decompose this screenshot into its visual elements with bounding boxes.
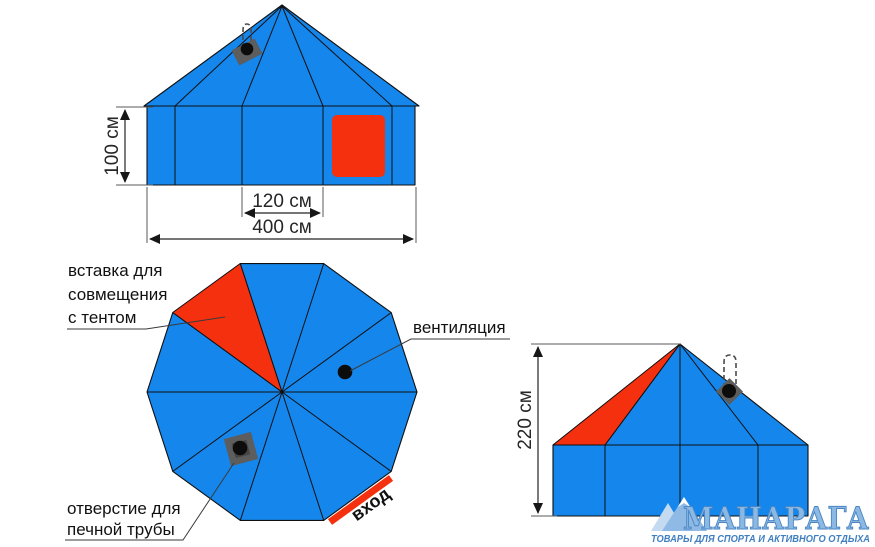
- stove-callout: отверстие для печной трубы: [65, 462, 235, 541]
- seam-line: [679, 343, 759, 446]
- stove-opening-icon: [223, 431, 259, 467]
- entrance-strip: [327, 475, 394, 525]
- seam-line: [281, 391, 392, 472]
- front-height-dimension: 100 см: [102, 106, 153, 186]
- front-height-value: 100 см: [102, 116, 123, 176]
- front-roof-seams: [174, 5, 393, 107]
- seam-line: [174, 5, 283, 107]
- brand-logo: МАНАРАГА ТОВАРЫ ДЛЯ СПОРТА И АКТИВНОГО О…: [651, 497, 870, 545]
- mountain-snow-cap: [678, 497, 690, 507]
- seam-line: [281, 5, 393, 107]
- front-door-value: 120 см: [252, 191, 312, 212]
- top-radial-seams: [147, 263, 417, 521]
- brand-name: МАНАРАГА: [683, 501, 869, 537]
- seam-line: [604, 343, 681, 446]
- seam-line: [281, 312, 392, 393]
- stove-hole: [232, 440, 248, 456]
- seam-line: [239, 263, 283, 393]
- chimney-hole-icon: [722, 384, 736, 398]
- side-height-value: 220 см: [515, 390, 536, 450]
- ventilation-icon: [337, 364, 353, 380]
- seam-line: [239, 391, 283, 521]
- insert-label-line2: совмещения: [68, 285, 167, 304]
- stove-label-line2: печной трубы: [67, 520, 175, 539]
- front-wall-seams: [174, 106, 393, 185]
- ventilation-label: вентиляция: [413, 318, 506, 337]
- mountain-main-peak: [662, 497, 707, 531]
- insert-label-line1: вставка для: [68, 261, 162, 280]
- front-width-value: 400 см: [252, 217, 312, 238]
- chimney-pipe-icon: [723, 354, 737, 388]
- chimney-hole-icon: [240, 42, 254, 56]
- side-height-dimension: 220 см: [515, 343, 681, 517]
- chimney-pipe-icon: [242, 23, 252, 48]
- front-width-dimension: 400 см: [146, 187, 417, 244]
- side-view: 220 см: [515, 343, 809, 517]
- seam-line: [241, 5, 283, 107]
- front-roof: [143, 4, 420, 107]
- mountain-icon: [651, 497, 707, 531]
- front-window: [332, 115, 385, 177]
- insert-callout: вставка для совмещения с тентом: [67, 261, 226, 330]
- brand-tagline: ТОВАРЫ ДЛЯ СПОРТА И АКТИВНОГО ОТДЫХА: [651, 533, 870, 545]
- leader-line: [67, 316, 226, 330]
- ventilation-callout: вентиляция: [349, 318, 510, 372]
- seam-line: [172, 312, 283, 393]
- seam-line: [281, 5, 324, 107]
- top-view: вход вставка для совмещения с тентом вен…: [65, 261, 510, 541]
- leader-line: [349, 338, 510, 372]
- seam-line: [281, 263, 325, 393]
- leader-line: [65, 462, 235, 541]
- front-door-dimension: 120 см: [241, 187, 324, 218]
- seam-line: [281, 391, 325, 521]
- side-roof-seams: [604, 343, 759, 446]
- seam-line: [172, 391, 283, 472]
- stove-label-line1: отверстие для: [67, 499, 181, 518]
- insert-label-line3: с тентом: [68, 308, 136, 327]
- front-view: 100 см 120 см 400 см: [102, 4, 420, 244]
